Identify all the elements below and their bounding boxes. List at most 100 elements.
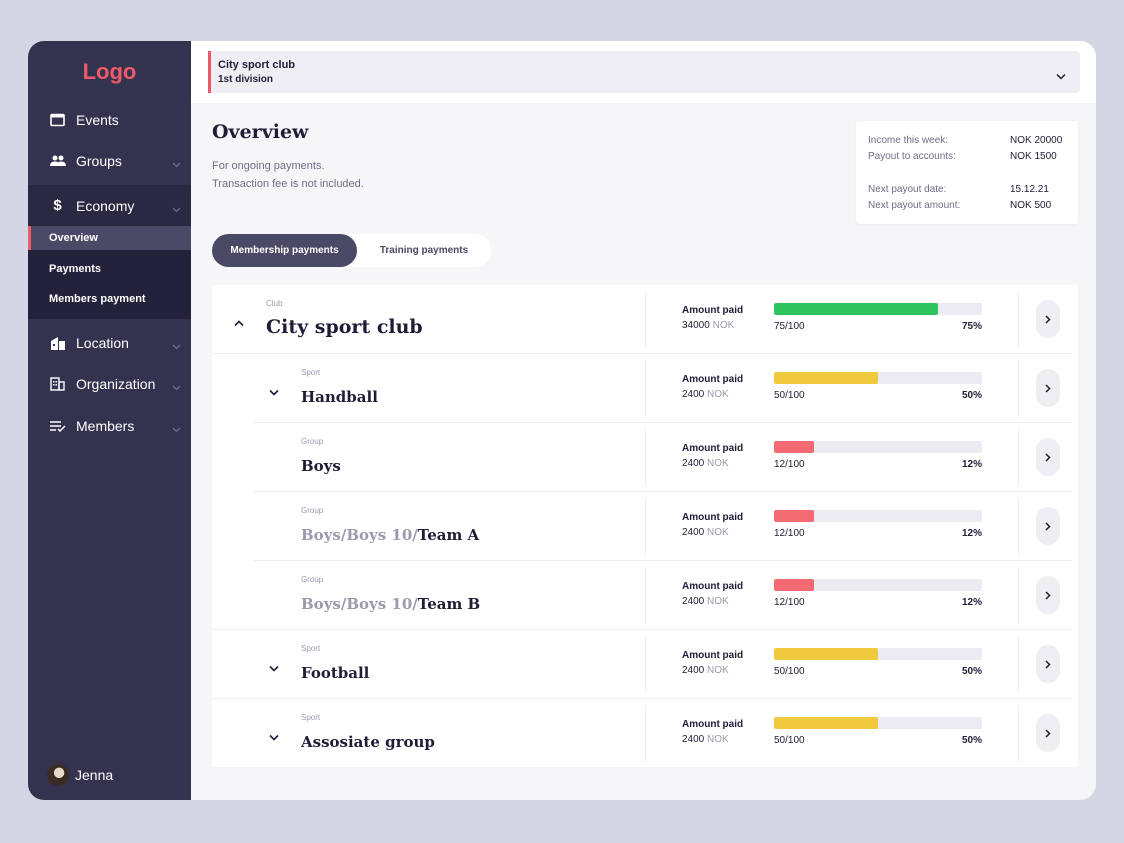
club-selector[interactable]: City sport club 1st division (208, 51, 1080, 93)
sidebar: Logo Events Groups $ Economy Overview (28, 41, 191, 800)
tab-training-payments[interactable]: Training payments (379, 245, 469, 256)
tab-membership-payments[interactable]: Membership payments (212, 234, 357, 267)
amount-paid-label: Amount paid (682, 512, 744, 523)
submenu-overview[interactable]: Overview (28, 226, 191, 250)
nav-events[interactable]: Events (28, 99, 191, 140)
divider (1018, 360, 1019, 417)
divider (1018, 291, 1019, 348)
payout-accounts-label: Payout to accounts: (868, 151, 956, 162)
open-details-button[interactable] (1036, 300, 1060, 338)
progress-percent: 50% (961, 735, 982, 746)
amount-number: 2400 (682, 389, 705, 400)
progress-bar (774, 303, 982, 315)
chevron-down-icon[interactable] (269, 728, 279, 746)
building-icon (49, 334, 66, 351)
next-payout-date-label: Next payout date: (868, 184, 947, 195)
submenu-payments[interactable]: Payments (49, 263, 101, 275)
chevron-down-icon[interactable] (269, 659, 279, 677)
people-icon (49, 152, 66, 169)
row-kind: Group (301, 506, 324, 515)
row-kind: Group (301, 575, 324, 584)
amount-unit: NOK (707, 527, 729, 538)
progress-fraction: 12/100 (774, 597, 805, 608)
income-week-value: NOK 20000 (1010, 135, 1063, 146)
logo: Logo (82, 59, 137, 84)
nav-location-label: Location (76, 334, 129, 351)
divider (645, 360, 646, 417)
submenu-members-payment[interactable]: Members payment (49, 293, 146, 305)
payout-summary-card: Income this week: NOK 20000 Payout to ac… (856, 121, 1078, 224)
chevron-down-icon[interactable] (269, 383, 279, 401)
payment-tabs: Membership payments Training payments (212, 234, 491, 267)
progress-bar (774, 510, 982, 522)
divider (645, 291, 646, 348)
amount-paid-value: 2400 NOK (682, 596, 729, 607)
chevron-up-icon[interactable] (234, 314, 244, 332)
page-title: Overview (212, 121, 309, 143)
open-details-button[interactable] (1036, 438, 1060, 476)
amount-number: 2400 (682, 665, 705, 676)
amount-number: 2400 (682, 596, 705, 607)
divider (1018, 636, 1019, 693)
row-label: Boys (301, 457, 341, 475)
row-label-name: Team A (417, 526, 480, 544)
nav-groups[interactable]: Groups (28, 140, 191, 181)
row-separator (212, 698, 1072, 699)
row-separator (212, 353, 1072, 354)
open-details-button[interactable] (1036, 507, 1060, 545)
progress-fill (774, 510, 814, 522)
progress-fill (774, 372, 878, 384)
row-label: Boys/Boys 10/Team B (301, 595, 480, 613)
row-kind: Group (301, 437, 324, 446)
club-name: City sport club (218, 59, 296, 71)
chevron-right-icon (1045, 590, 1051, 600)
row-kind: Sport (301, 644, 321, 653)
amount-unit: NOK (707, 389, 729, 400)
chevron-down-icon (172, 337, 181, 353)
amount-number: 2400 (682, 458, 705, 469)
open-details-button[interactable] (1036, 645, 1060, 683)
divider (645, 429, 646, 486)
table-row: Group Boys Amount paid 2400 NOK 12/100 12% (212, 423, 1078, 492)
table-row: Group Boys/Boys 10/Team A Amount paid 2400 … (212, 492, 1078, 561)
nav-organization[interactable]: Organization (28, 363, 191, 404)
nav-economy[interactable]: $ Economy (28, 185, 191, 226)
progress-fraction: 50/100 (774, 390, 805, 401)
nav-members[interactable]: Members (28, 405, 191, 446)
amount-unit: NOK (707, 734, 729, 745)
chevron-down-icon (172, 378, 181, 394)
user-profile[interactable]: Jenna (47, 764, 113, 786)
table-row: Sport Assosiate group Amount paid 2400 NOK 5… (212, 699, 1078, 768)
progress-fill (774, 579, 814, 591)
chevron-right-icon (1045, 659, 1051, 669)
chevron-down-icon (172, 155, 181, 171)
amount-paid-label: Amount paid (682, 305, 744, 316)
divider (1018, 498, 1019, 555)
row-label-name: City sport club (266, 316, 423, 338)
amount-paid-label: Amount paid (682, 650, 744, 661)
chevron-right-icon (1045, 314, 1051, 324)
amount-unit: NOK (707, 458, 729, 469)
row-kind: Sport (301, 368, 321, 377)
amount-paid-value: 2400 NOK (682, 458, 729, 469)
amount-paid-value: 2400 NOK (682, 734, 729, 745)
row-separator (254, 491, 1072, 492)
progress-percent: 12% (961, 597, 982, 608)
divider (645, 498, 646, 555)
progress-fraction: 12/100 (774, 528, 805, 539)
progress-fraction: 50/100 (774, 735, 805, 746)
economy-submenu: Overview Payments Members payment (28, 226, 191, 319)
nav-economy-label: Economy (76, 197, 135, 214)
row-label-name: Football (301, 664, 370, 682)
amount-paid-label: Amount paid (682, 374, 744, 385)
open-details-button[interactable] (1036, 576, 1060, 614)
nav-location[interactable]: Location (28, 322, 191, 363)
amount-paid-value: 2400 NOK (682, 389, 729, 400)
row-label: Assosiate group (301, 733, 435, 751)
row-kind: Club (266, 299, 283, 308)
dollar-icon: $ (53, 197, 62, 214)
progress-fill (774, 648, 878, 660)
user-name: Jenna (75, 767, 114, 783)
open-details-button[interactable] (1036, 714, 1060, 752)
open-details-button[interactable] (1036, 369, 1060, 407)
